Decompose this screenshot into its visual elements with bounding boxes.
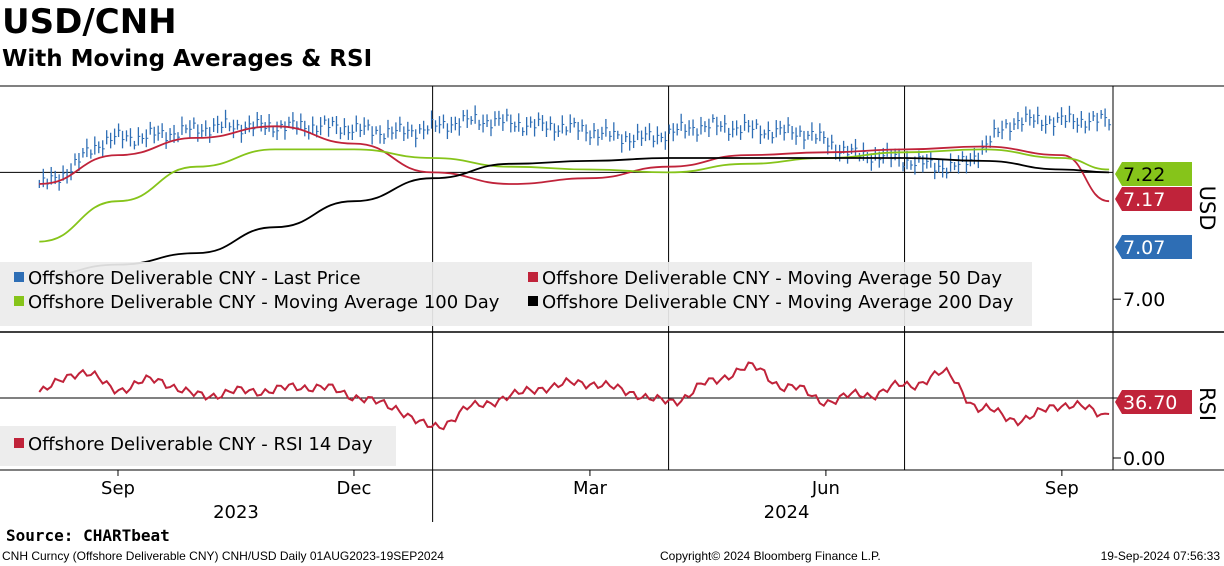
x-tick-label: Sep [101,478,135,499]
legend-label: Offshore Deliverable CNY - RSI 14 Day [28,434,373,455]
label-layer: 7.22 7.17 7.07 36.70 [1115,162,1192,414]
ma50-last-value-tag-text: 7.17 [1123,189,1165,211]
ma50-last-value-tag-bg [1115,187,1192,211]
rsi-legend-box [0,426,396,466]
x-tick-label: Sep [1045,478,1079,499]
legend-swatch [14,438,24,448]
x-tick-label: Dec [337,478,372,499]
x-tick-label: Mar [573,478,608,499]
legend-swatch [528,272,538,282]
x-year-label: 2024 [764,502,810,523]
series-layer [38,105,1112,431]
legend-label: Offshore Deliverable CNY - Last Price [28,268,361,289]
rsi-tick-label-0: 0.00 [1123,448,1165,470]
rsi-axis-title: RSI [1195,387,1219,421]
rsi-last-value-tag-text: 36.70 [1123,392,1177,414]
rsi-last-value-tag-bg [1115,390,1192,414]
x-year-label: 2023 [213,502,259,523]
rsi-last-value-tag: 36.70 [1115,390,1192,414]
legend-layer: Offshore Deliverable CNY - Last Price Off… [0,262,1032,466]
source-note: Source: CHARTbeat [6,526,170,545]
legend-label: Offshore Deliverable CNY - Moving Averag… [542,268,1002,289]
ma100-last-value-tag: 7.22 [1115,162,1192,186]
price-axis-title: USD [1195,186,1219,231]
price-last-value-tag-bg [1115,235,1192,259]
moving-average-50-day-line [39,125,1110,203]
rsi-14-day-line [38,361,1110,431]
footer-timestamp: 19-Sep-2024 07:56:33 [1100,549,1220,563]
price-last-value-tag-text: 7.07 [1123,237,1165,259]
legend-swatch [528,296,538,306]
chart-area: 7.0050.000.00USDRSISepDecMarJunSep202320… [0,85,1224,523]
footer-security-info: CNH Curncy (Offshore Deliverable CNY) CN… [2,549,444,563]
legend-label: Offshore Deliverable CNY - Moving Averag… [28,292,500,313]
chart-subtitle: With Moving Averages & RSI [2,46,373,72]
x-tick-label: Jun [811,478,840,499]
legend-swatch [14,272,24,282]
ma50-last-value-tag: 7.17 [1115,187,1192,211]
ma100-last-value-tag-text: 7.22 [1123,164,1165,186]
footer-copyright: Copyright© 2024 Bloomberg Finance L.P. [660,549,881,563]
chart-title: USD/CNH [2,2,177,42]
ma100-last-value-tag-bg [1115,162,1192,186]
moving-average-200-day-line [39,157,1110,277]
legend-swatch [14,296,24,306]
price-legend-box [0,262,1032,326]
price-last-value-tag: 7.07 [1115,235,1192,259]
legend-label: Offshore Deliverable CNY - Moving Averag… [542,292,1014,313]
price-tick-label: 7.00 [1123,289,1165,311]
moving-average-100-day-line [39,148,1110,243]
